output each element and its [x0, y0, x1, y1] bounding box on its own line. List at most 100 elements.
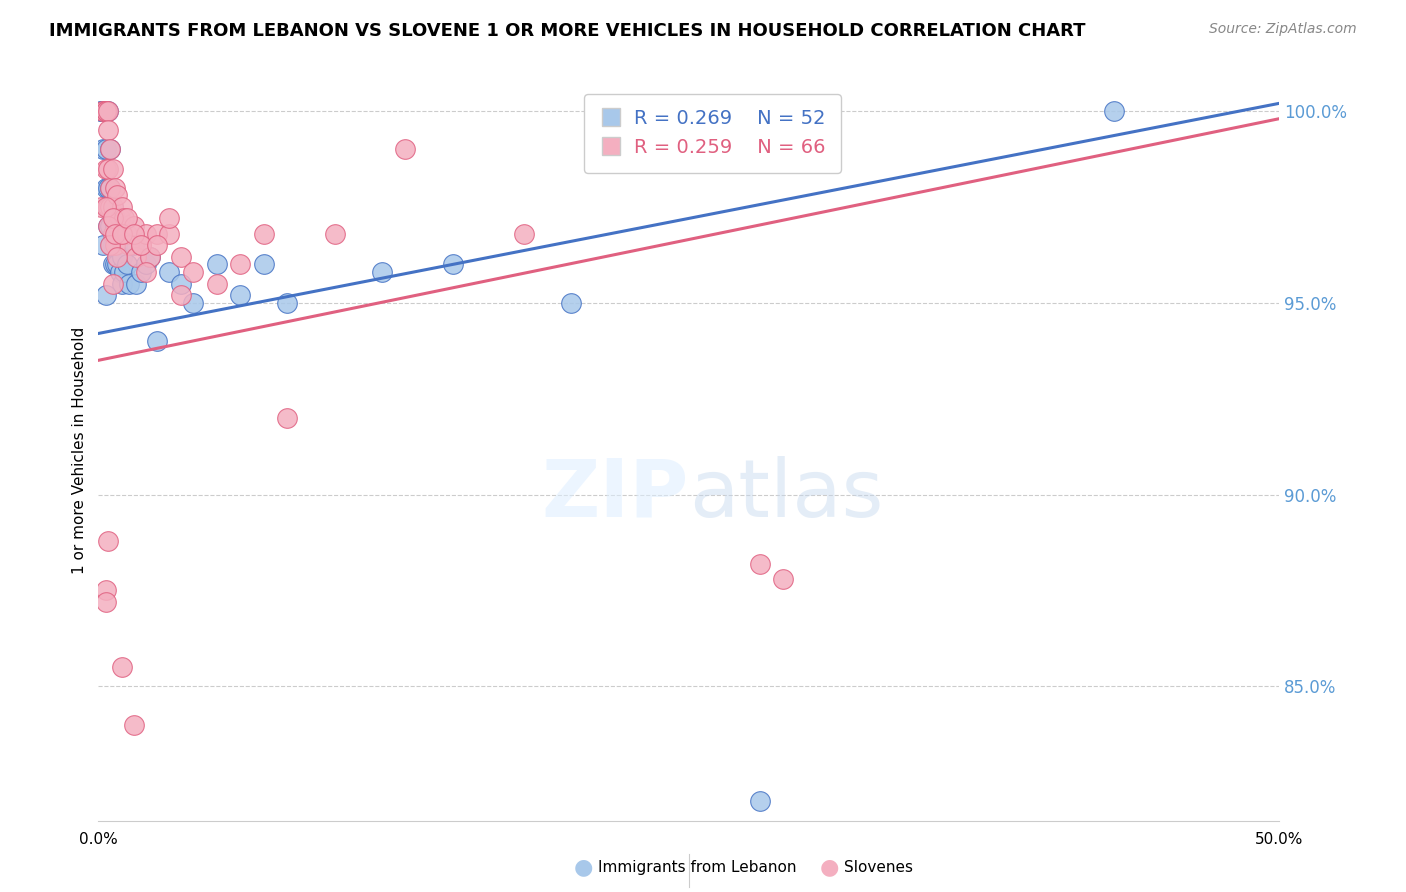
Point [104, 211, 127, 226]
Point [276, 295, 298, 310]
Text: Slovenes: Slovenes [844, 860, 912, 874]
Text: ZIP: ZIP [541, 456, 689, 534]
Point [122, 238, 145, 252]
Point [101, 227, 124, 241]
Point [104, 180, 127, 194]
Text: ●: ● [574, 857, 593, 877]
Point [97, 180, 120, 194]
Point [129, 238, 152, 252]
Point [170, 250, 193, 264]
Point [94, 180, 117, 194]
Point [1102, 103, 1125, 118]
Point [512, 227, 534, 241]
Point [98, 200, 121, 214]
Point [105, 188, 128, 202]
Point [97, 219, 120, 233]
Point [94, 595, 117, 609]
Point [125, 277, 148, 291]
Point [560, 295, 582, 310]
Point [104, 238, 127, 252]
Point [94, 288, 117, 302]
Point [101, 161, 124, 176]
Point [146, 227, 169, 241]
Point [105, 250, 128, 264]
Point [104, 238, 127, 252]
Point [97, 200, 120, 214]
Point [111, 227, 134, 241]
Point [97, 103, 120, 118]
Point [94, 161, 117, 176]
Point [101, 200, 124, 214]
Point [111, 277, 134, 291]
Point [98, 238, 121, 252]
Point [91, 238, 114, 252]
Point [105, 238, 128, 252]
Point [276, 410, 298, 425]
Point [104, 219, 127, 233]
Point [97, 533, 120, 548]
Point [135, 227, 157, 241]
Point [97, 123, 120, 137]
Point [129, 265, 152, 279]
Point [97, 219, 120, 233]
Point [115, 227, 138, 241]
Text: IMMIGRANTS FROM LEBANON VS SLOVENE 1 OR MORE VEHICLES IN HOUSEHOLD CORRELATION C: IMMIGRANTS FROM LEBANON VS SLOVENE 1 OR … [49, 22, 1085, 40]
Point [111, 660, 134, 674]
Point [181, 295, 204, 310]
Point [91, 103, 114, 118]
Point [98, 142, 121, 156]
Point [108, 211, 131, 226]
Point [122, 717, 145, 731]
Point [101, 211, 124, 226]
Point [112, 211, 135, 226]
Point [139, 250, 162, 264]
Point [112, 265, 135, 279]
Point [371, 265, 394, 279]
Point [122, 227, 145, 241]
Point [90, 103, 112, 118]
Point [118, 277, 141, 291]
Point [111, 200, 134, 214]
Point [157, 265, 180, 279]
Point [139, 250, 162, 264]
Point [94, 103, 117, 118]
Point [170, 277, 193, 291]
Text: ●: ● [820, 857, 839, 877]
Point [97, 200, 120, 214]
Point [111, 227, 134, 241]
Point [229, 288, 252, 302]
Point [91, 103, 114, 118]
Point [146, 334, 169, 348]
Text: Source: ZipAtlas.com: Source: ZipAtlas.com [1209, 22, 1357, 37]
Point [122, 219, 145, 233]
Point [125, 250, 148, 264]
Text: atlas: atlas [689, 456, 883, 534]
Point [94, 103, 117, 118]
Point [98, 238, 121, 252]
Point [97, 161, 120, 176]
Point [101, 257, 124, 271]
Point [146, 238, 169, 252]
Point [253, 257, 276, 271]
Point [98, 219, 121, 233]
Point [94, 200, 117, 214]
Point [91, 142, 114, 156]
Y-axis label: 1 or more Vehicles in Household: 1 or more Vehicles in Household [72, 326, 87, 574]
Point [205, 277, 228, 291]
Point [94, 103, 117, 118]
Point [94, 583, 117, 598]
Point [94, 103, 117, 118]
Legend: R = 0.269    N = 52, R = 0.259    N = 66: R = 0.269 N = 52, R = 0.259 N = 66 [583, 94, 841, 172]
Point [101, 200, 124, 214]
Point [115, 257, 138, 271]
Point [101, 277, 124, 291]
Point [90, 103, 112, 118]
Point [129, 238, 152, 252]
Point [441, 257, 464, 271]
Point [772, 572, 794, 586]
Point [170, 288, 193, 302]
Point [94, 103, 117, 118]
Point [118, 238, 141, 252]
Point [108, 265, 131, 279]
Point [98, 180, 121, 194]
